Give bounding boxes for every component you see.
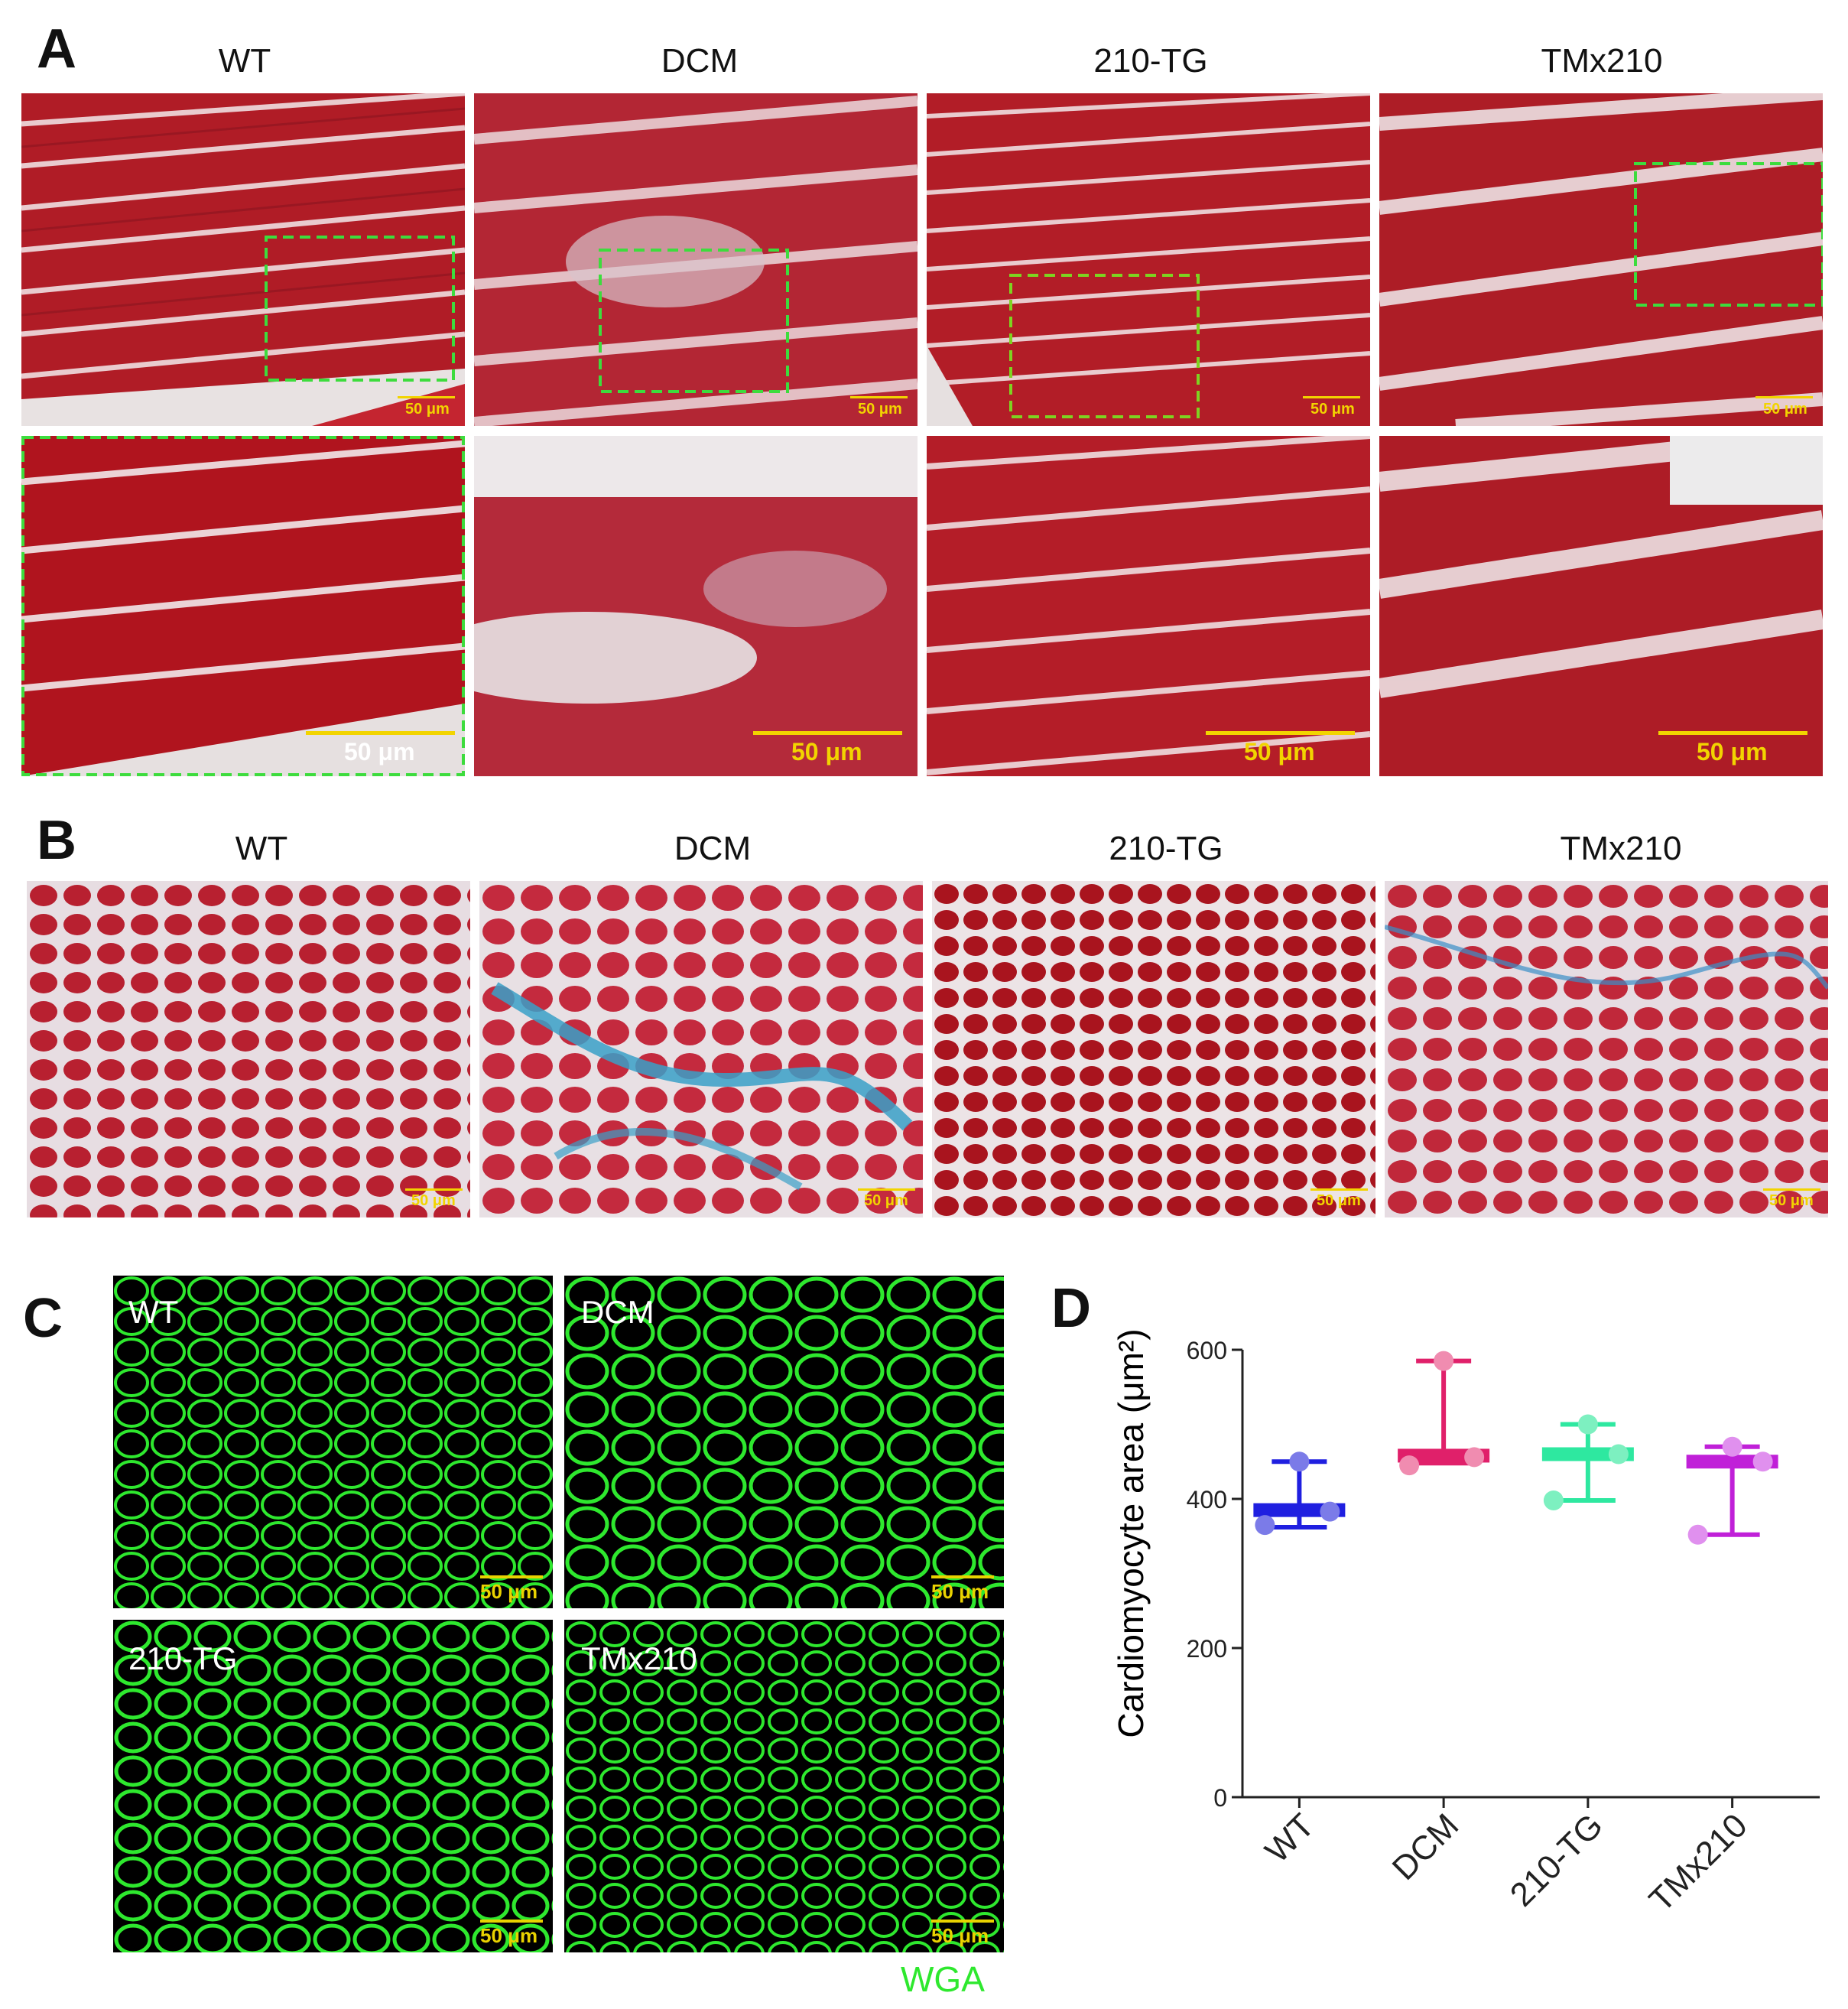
chart-y-tick-label: 0 xyxy=(1213,1784,1227,1812)
scale-label-b-dcm: 50 μm xyxy=(864,1192,908,1209)
wga-scale-bar-dcm xyxy=(931,1575,994,1578)
panel-a-label-dcm: DCM xyxy=(661,42,739,80)
wga-micrograph-dcm xyxy=(564,1276,1004,1608)
panel-b-label-dcm: DCM xyxy=(674,830,752,867)
wga-micrograph-210tg xyxy=(113,1620,553,1952)
scale-bar-a-210tg-zoom xyxy=(1206,731,1355,735)
point-TMx210 xyxy=(1752,1451,1773,1472)
point-TMx210 xyxy=(1722,1436,1742,1457)
micrograph-a-dcm-low xyxy=(474,93,918,426)
chart-x-tick-label: WT xyxy=(1258,1806,1321,1870)
wga-scale-label-210tg: 50 μm xyxy=(480,1924,538,1947)
point-DCM xyxy=(1399,1455,1420,1476)
micrograph-a-tmx210-low xyxy=(1379,93,1823,426)
scale-bar-b-tmx210 xyxy=(1763,1188,1820,1191)
wga-label-dcm: DCM xyxy=(581,1294,654,1330)
panel-letter-b: B xyxy=(37,810,76,871)
scale-label-a-tmx210-low: 50 μm xyxy=(1763,401,1807,418)
scale-bar-b-dcm xyxy=(858,1188,915,1191)
micrograph-a-210tg-low xyxy=(927,93,1370,426)
wga-scale-label-dcm: 50 μm xyxy=(931,1580,989,1603)
scale-bar-a-tmx210-low xyxy=(1755,396,1813,398)
scale-bar-a-wt-low xyxy=(398,396,455,398)
micrograph-a-dcm-zoom xyxy=(474,436,918,776)
micrograph-a-tmx210-zoom xyxy=(1379,436,1823,776)
panel-a-label-210tg: 210-TG xyxy=(1093,42,1208,80)
scale-label-a-dcm-low: 50 μm xyxy=(858,401,902,418)
point-WT xyxy=(1289,1451,1310,1472)
scale-label-a-210tg-zoom: 50 μm xyxy=(1244,738,1315,766)
panel-letter-a: A xyxy=(37,18,76,80)
scale-label-a-210tg-low: 50 μm xyxy=(1310,401,1355,418)
point-DCM xyxy=(1464,1447,1485,1468)
scale-bar-a-dcm-low xyxy=(850,396,908,398)
scale-bar-b-210tg xyxy=(1310,1188,1368,1191)
chart-x-tick-label: DCM xyxy=(1385,1806,1466,1887)
scale-label-a-wt-zoom: 50 μm xyxy=(344,738,415,766)
panel-b-label-wt: WT xyxy=(235,830,288,867)
panel-letter-d: D xyxy=(1051,1278,1091,1339)
panel-b-label-210tg: 210-TG xyxy=(1109,830,1223,867)
point-DCM xyxy=(1434,1351,1454,1371)
scale-bar-a-tmx210-zoom xyxy=(1658,731,1807,735)
point-TMx210 xyxy=(1687,1524,1708,1545)
stain-label-wga: WGA xyxy=(901,1959,985,1999)
scale-bar-a-210tg-low xyxy=(1303,396,1360,398)
wga-scale-label-tmx210: 50 μm xyxy=(931,1924,989,1947)
point-210-TG xyxy=(1608,1444,1629,1464)
scale-label-b-tmx210: 50 μm xyxy=(1769,1192,1814,1209)
point-210-TG xyxy=(1543,1490,1564,1510)
scale-label-b-210tg: 50 μm xyxy=(1317,1192,1361,1209)
panel-a-label-wt: WT xyxy=(218,42,271,80)
micrograph-b-tmx210 xyxy=(1385,881,1828,1217)
scale-bar-b-wt xyxy=(405,1188,463,1191)
chart-ylabel: Cardiomyocyte area (μm²) xyxy=(1111,1331,1151,1738)
wga-label-tmx210: TMx210 xyxy=(581,1640,697,1676)
chart-y-tick-label: 200 xyxy=(1187,1635,1227,1663)
micrograph-b-210tg xyxy=(932,881,1375,1217)
chart-x-tick-label: 210-TG xyxy=(1503,1806,1610,1913)
wga-scale-label-wt: 50 μm xyxy=(480,1580,538,1603)
scale-label-a-wt-low: 50 μm xyxy=(405,401,450,418)
panel-letter-c: C xyxy=(23,1288,63,1349)
point-WT xyxy=(1320,1501,1340,1522)
micrograph-b-wt xyxy=(27,881,470,1217)
scale-label-a-tmx210-zoom: 50 μm xyxy=(1697,738,1768,766)
wga-label-wt: WT xyxy=(128,1294,179,1330)
micrograph-a-210tg-zoom xyxy=(927,436,1370,776)
wga-label-210tg: 210-TG xyxy=(128,1640,238,1676)
wga-micrograph-wt xyxy=(113,1276,553,1608)
panel-a-label-tmx210: TMx210 xyxy=(1541,42,1663,80)
cardiomyocyte-area-chart: Cardiomyocyte area (μm²) 0 200 400 600 WT DC… xyxy=(1111,1331,1820,1919)
point-WT xyxy=(1255,1515,1275,1536)
micrograph-b-dcm xyxy=(479,881,923,1217)
wga-scale-bar-wt xyxy=(480,1575,543,1578)
chart-x-tick-label: TMx210 xyxy=(1642,1806,1755,1919)
scale-bar-a-dcm-zoom xyxy=(753,731,902,735)
scale-bar-a-wt-zoom xyxy=(306,731,455,735)
point-210-TG xyxy=(1577,1414,1598,1435)
scale-label-b-wt: 50 μm xyxy=(411,1192,456,1209)
chart-y-tick-label: 600 xyxy=(1187,1337,1227,1364)
micrograph-a-wt-zoom xyxy=(21,436,465,776)
wga-scale-bar-tmx210 xyxy=(931,1920,994,1923)
wga-micrograph-tmx210 xyxy=(564,1620,1004,1952)
micrograph-a-wt-low xyxy=(21,93,465,426)
wga-scale-bar-210tg xyxy=(480,1920,543,1923)
chart-ylabel-group: Cardiomyocyte area (μm²) xyxy=(1111,1331,1151,1738)
panel-b-label-tmx210: TMx210 xyxy=(1560,830,1682,867)
chart-y-tick-label: 400 xyxy=(1187,1486,1227,1513)
scale-label-a-dcm-zoom: 50 μm xyxy=(791,738,862,766)
